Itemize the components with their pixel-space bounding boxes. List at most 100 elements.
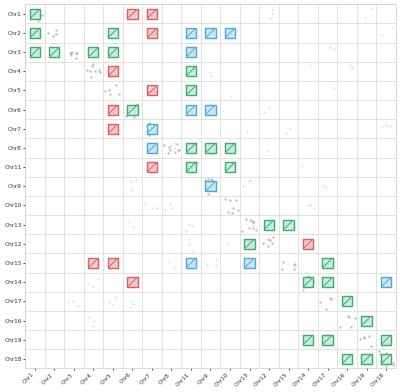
Bar: [264, 220, 274, 230]
Point: [279, 266, 285, 272]
Point: [130, 224, 137, 230]
Point: [227, 197, 234, 203]
Point: [68, 50, 74, 56]
Point: [250, 219, 256, 225]
Point: [184, 167, 190, 173]
Bar: [186, 66, 196, 76]
Point: [97, 68, 104, 74]
Point: [86, 280, 93, 287]
Point: [125, 105, 132, 111]
Point: [205, 176, 212, 182]
Point: [123, 113, 129, 119]
Point: [328, 296, 334, 302]
Bar: [108, 105, 118, 114]
Point: [90, 323, 96, 329]
Point: [68, 49, 75, 55]
Point: [323, 184, 330, 190]
Point: [224, 241, 230, 247]
Point: [368, 343, 374, 349]
Point: [53, 27, 59, 33]
Point: [376, 351, 383, 357]
Bar: [147, 85, 157, 95]
Point: [75, 303, 81, 309]
Point: [208, 176, 214, 182]
Bar: [322, 277, 333, 287]
Point: [35, 13, 42, 19]
Bar: [127, 9, 138, 19]
Point: [379, 360, 385, 366]
Bar: [147, 28, 157, 38]
Point: [240, 183, 246, 189]
Point: [306, 202, 312, 208]
Bar: [108, 258, 118, 268]
Point: [208, 183, 214, 189]
Point: [165, 150, 172, 156]
Point: [90, 283, 96, 289]
Point: [187, 163, 194, 169]
Point: [352, 315, 358, 321]
Point: [390, 360, 396, 366]
Bar: [127, 277, 138, 287]
Bar: [186, 162, 196, 172]
Point: [86, 67, 93, 74]
Point: [113, 294, 119, 301]
Point: [91, 262, 97, 268]
Point: [337, 323, 344, 330]
Point: [299, 163, 305, 169]
Point: [194, 159, 200, 165]
Bar: [244, 239, 254, 249]
Point: [207, 73, 214, 79]
Point: [183, 227, 189, 234]
Point: [251, 218, 257, 225]
Bar: [342, 354, 352, 364]
Point: [261, 109, 268, 116]
Point: [243, 127, 250, 134]
Point: [267, 237, 273, 243]
Bar: [381, 335, 391, 345]
Point: [86, 314, 92, 320]
Point: [230, 205, 236, 211]
Point: [264, 148, 270, 154]
Point: [243, 216, 250, 223]
Point: [185, 221, 192, 227]
Point: [366, 333, 372, 339]
Point: [87, 259, 94, 265]
Point: [39, 11, 46, 18]
Point: [249, 222, 256, 228]
Point: [72, 55, 79, 62]
Point: [146, 132, 152, 138]
Point: [304, 272, 311, 279]
Point: [382, 350, 389, 356]
Point: [213, 261, 219, 268]
Bar: [284, 220, 294, 230]
Point: [246, 178, 252, 184]
Point: [361, 334, 367, 340]
Point: [186, 82, 192, 88]
Point: [65, 298, 71, 305]
Point: [106, 299, 112, 305]
Point: [108, 302, 115, 309]
Point: [389, 362, 396, 368]
Point: [346, 314, 353, 321]
Bar: [322, 258, 333, 268]
Point: [269, 240, 275, 246]
Point: [168, 142, 174, 148]
Point: [127, 304, 133, 310]
Point: [369, 5, 376, 11]
Point: [265, 243, 271, 249]
Point: [322, 305, 329, 312]
Bar: [186, 28, 196, 38]
Bar: [206, 105, 216, 114]
Point: [28, 11, 34, 17]
Point: [84, 262, 91, 269]
Point: [145, 120, 152, 126]
Point: [291, 265, 297, 272]
Point: [74, 50, 80, 56]
Point: [250, 225, 257, 231]
Point: [66, 50, 73, 56]
Bar: [186, 47, 196, 57]
Point: [50, 33, 57, 39]
Point: [30, 7, 37, 13]
Bar: [206, 28, 216, 38]
Point: [310, 205, 317, 211]
